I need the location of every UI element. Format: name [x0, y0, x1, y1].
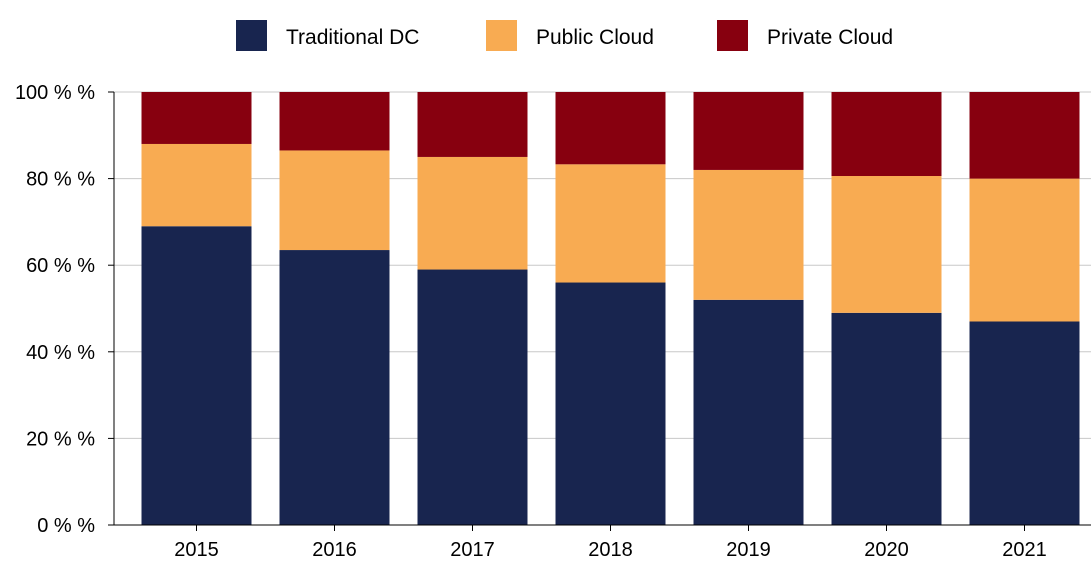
y-axis: 0 % % 20 % % 40 % % 60 % % 80 % % 100 % %: [15, 82, 115, 537]
y-tick-label: 0 % %: [37, 515, 95, 537]
legend-swatch-traditional-dc: [236, 20, 267, 51]
x-axis: 2015 2016 2017 2018 2019 2020 2021: [114, 524, 1091, 561]
x-tick-label: 2015: [174, 539, 219, 561]
bar-segment-private-cloud-2015: [141, 92, 252, 144]
y-tick-label: 40 % %: [26, 342, 95, 364]
bar-segment-public-cloud-2021: [969, 178, 1080, 322]
x-tick-label: 2020: [864, 539, 909, 561]
y-tick-label: 60 % %: [26, 255, 95, 277]
bar-segment-traditional-dc-2017: [417, 269, 528, 525]
legend-label-public-cloud: Public Cloud: [536, 26, 654, 49]
bar-segment-private-cloud-2020: [831, 92, 942, 177]
y-tick-label: 20 % %: [26, 428, 95, 450]
x-tick-label: 2017: [450, 539, 495, 561]
bar-segment-public-cloud-2017: [417, 156, 528, 270]
bar-segment-traditional-dc-2019: [693, 299, 804, 525]
bar-segment-traditional-dc-2016: [279, 250, 390, 526]
legend: Traditional DC Public Cloud Private Cloud: [236, 20, 893, 51]
bar-segment-public-cloud-2016: [279, 150, 390, 251]
bar-segment-traditional-dc-2020: [831, 312, 942, 525]
bar-segment-private-cloud-2016: [279, 92, 390, 151]
y-tick-label: 100 % %: [15, 82, 95, 104]
bar-segment-private-cloud-2018: [555, 92, 666, 165]
bar-segment-private-cloud-2021: [969, 92, 1080, 179]
x-tick-label: 2019: [726, 539, 771, 561]
bars: [141, 92, 1080, 526]
bar-segment-public-cloud-2020: [831, 176, 942, 313]
bar-segment-traditional-dc-2018: [555, 282, 666, 525]
legend-label-traditional-dc: Traditional DC: [286, 26, 419, 49]
bar-segment-public-cloud-2018: [555, 164, 666, 283]
bar-segment-private-cloud-2017: [417, 92, 528, 157]
bar-segment-public-cloud-2019: [693, 169, 804, 300]
x-tick-label: 2016: [312, 539, 357, 561]
bar-segment-private-cloud-2019: [693, 92, 804, 170]
bar-segment-traditional-dc-2015: [141, 226, 252, 526]
legend-swatch-private-cloud: [717, 20, 748, 51]
bar-segment-traditional-dc-2021: [969, 321, 1080, 525]
y-tick-label: 80 % %: [26, 169, 95, 191]
legend-swatch-public-cloud: [486, 20, 517, 51]
x-tick-label: 2018: [588, 539, 633, 561]
bar-segment-public-cloud-2015: [141, 143, 252, 227]
legend-label-private-cloud: Private Cloud: [767, 26, 893, 49]
x-tick-label: 2021: [1002, 539, 1047, 561]
